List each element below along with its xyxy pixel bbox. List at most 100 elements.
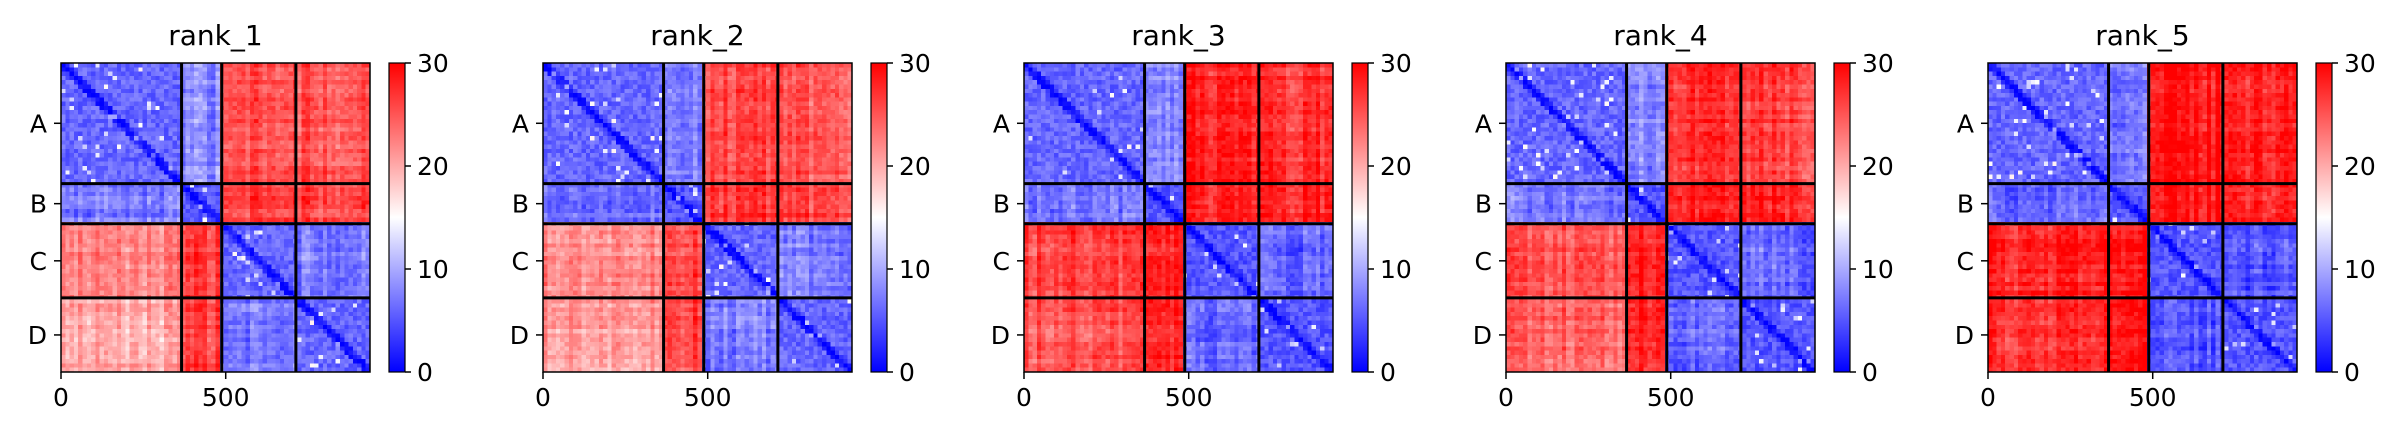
heatmap-cell [185, 132, 190, 137]
heatmap-cell [125, 196, 130, 201]
heatmap-cell [246, 123, 251, 128]
heatmap-cell [104, 102, 109, 107]
heatmap-cell [108, 269, 113, 274]
heatmap-cell [323, 282, 328, 287]
heatmap-cell [147, 286, 152, 291]
heatmap-cell [340, 102, 345, 107]
heatmap-cell [194, 149, 199, 154]
heatmap-cell [216, 196, 221, 201]
heatmap-cell [125, 76, 130, 81]
heatmap-cell [344, 106, 349, 111]
heatmap-cell [288, 127, 293, 132]
heatmap-cell [117, 243, 122, 248]
heatmap-cell [254, 286, 259, 291]
heatmap-cell [246, 338, 251, 343]
heatmap-cell [267, 80, 272, 85]
heatmap-cell [87, 273, 92, 278]
heatmap-cell [314, 321, 319, 326]
heatmap-cell [78, 140, 83, 145]
heatmap-cell [164, 175, 169, 180]
heatmap-cell [138, 248, 143, 253]
heatmap-cell [168, 136, 173, 141]
heatmap-cell [323, 230, 328, 235]
heatmap-cell [271, 205, 276, 210]
heatmap-cell [241, 200, 246, 205]
heatmap-cell [168, 346, 173, 351]
heatmap-cell [65, 209, 70, 214]
heatmap-cell [134, 355, 139, 360]
heatmap-cell [233, 132, 238, 137]
heatmap-cell [344, 140, 349, 145]
heatmap-cell [331, 136, 336, 141]
heatmap-cell [82, 157, 87, 162]
heatmap-cell [78, 260, 83, 265]
heatmap-cell [82, 286, 87, 291]
heatmap-cell [168, 252, 173, 257]
heatmap-cell [288, 196, 293, 201]
heatmap-cell [108, 157, 113, 162]
heatmap-cell [70, 338, 75, 343]
heatmap-cell [104, 209, 109, 214]
heatmap-cell [185, 72, 190, 77]
heatmap-cell [357, 252, 362, 257]
heatmap-cell [276, 269, 281, 274]
heatmap-cell [207, 175, 212, 180]
heatmap-cell [237, 252, 242, 257]
heatmap-cell [254, 226, 259, 231]
heatmap-cell [250, 278, 255, 283]
heatmap-cell [288, 72, 293, 77]
heatmap-cell [216, 106, 221, 111]
heatmap-cell [194, 76, 199, 81]
heatmap-cell [82, 243, 87, 248]
heatmap-cell [190, 136, 195, 141]
heatmap-cell [306, 136, 311, 141]
heatmap-cell [100, 342, 105, 347]
heatmap-cell [327, 162, 332, 167]
heatmap-cell [216, 338, 221, 343]
heatmap-cell [121, 102, 126, 107]
heatmap-cell [74, 115, 79, 120]
heatmap-cell [353, 325, 358, 330]
heatmap-cell [250, 299, 255, 304]
heatmap-cell [155, 218, 160, 223]
heatmap-cell [297, 316, 302, 321]
heatmap-cell [224, 136, 229, 141]
heatmap-cell [173, 269, 178, 274]
heatmap-cell [361, 205, 366, 210]
heatmap-cell [173, 286, 178, 291]
heatmap-cell [74, 243, 79, 248]
heatmap-cell [323, 162, 328, 167]
heatmap-cell [254, 145, 259, 150]
heatmap-cell [130, 303, 135, 308]
heatmap-cell [280, 338, 285, 343]
heatmap-cell [194, 136, 199, 141]
heatmap-cell [263, 192, 268, 197]
heatmap-cell [65, 97, 70, 102]
heatmap-cell [284, 72, 289, 77]
heatmap-cell [82, 80, 87, 85]
heatmap-cell [288, 170, 293, 175]
heatmap-cell [280, 187, 285, 192]
heatmap-cell [190, 308, 195, 313]
heatmap-cell [297, 243, 302, 248]
heatmap-cell [100, 213, 105, 218]
heatmap-cell [185, 286, 190, 291]
heatmap-cell [263, 149, 268, 154]
heatmap-cell [319, 136, 324, 141]
heatmap-cell [203, 278, 208, 283]
heatmap-cell [319, 230, 324, 235]
heatmap-cell [267, 205, 272, 210]
heatmap-cell [284, 312, 289, 317]
heatmap-cell [258, 115, 263, 120]
heatmap-cell [288, 230, 293, 235]
heatmap-cell [310, 89, 315, 94]
heatmap-cell [361, 72, 366, 77]
heatmap-cell [87, 226, 92, 231]
heatmap-cell [267, 351, 272, 356]
heatmap-cell [65, 192, 70, 197]
heatmap-cell [74, 89, 79, 94]
heatmap-cell [138, 102, 143, 107]
heatmap-cell [130, 235, 135, 240]
heatmap-cell [125, 286, 130, 291]
heatmap-cell [203, 84, 208, 89]
